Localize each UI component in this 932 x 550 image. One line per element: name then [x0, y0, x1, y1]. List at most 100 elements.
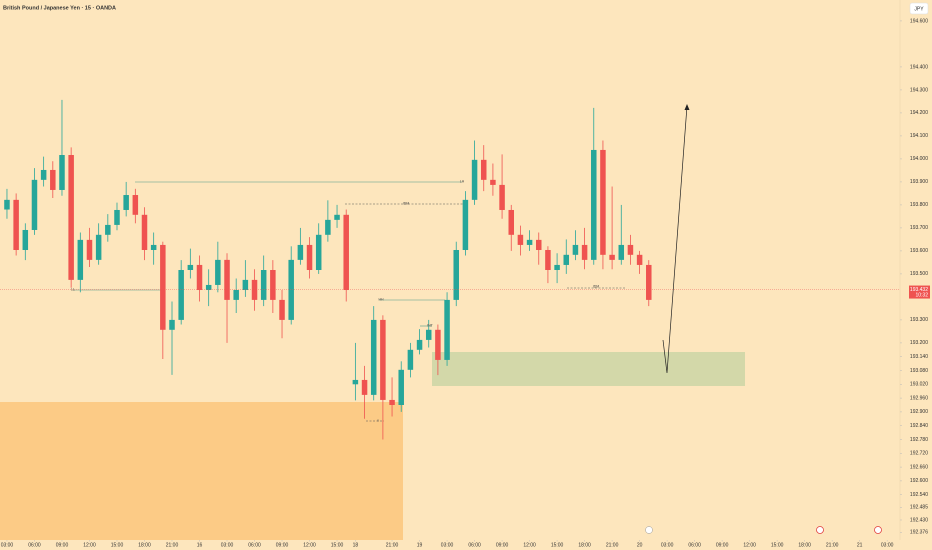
x-tick-label: 12:00: [303, 542, 316, 548]
y-tick-label: 192.780: [910, 437, 928, 443]
candle-body: [13, 199, 19, 250]
candle-body: [242, 279, 249, 291]
y-tick-label: 192.600: [910, 478, 928, 484]
candle-body: [453, 249, 459, 300]
candle-body: [425, 329, 432, 340]
structure-label: HH: [378, 297, 384, 301]
candle-body: [572, 244, 579, 255]
candle-body: [416, 339, 423, 350]
candle-body: [471, 159, 478, 200]
last-price-badge: [909, 285, 930, 299]
candle-body: [536, 239, 542, 250]
candle-body: [508, 209, 514, 235]
supply-zone: [0, 402, 403, 540]
y-tick-label: 193.500: [910, 271, 928, 277]
candle-body: [618, 244, 625, 260]
candle-body: [123, 195, 129, 210]
candle-body: [306, 244, 313, 270]
x-tick-label: 21:00: [166, 542, 179, 548]
candle-body: [398, 369, 404, 405]
candle-body: [380, 319, 386, 400]
x-tick-label: 06:00: [688, 542, 701, 548]
y-tick-label: 194.600: [910, 18, 928, 24]
candle-body: [407, 349, 414, 370]
candle-body: [105, 224, 111, 235]
candle-body: [646, 264, 652, 300]
currency-badge: [909, 2, 929, 15]
x-tick-label: 18:00: [138, 542, 151, 548]
y-tick-label: 192.840: [910, 423, 928, 429]
candle-body: [4, 199, 10, 210]
candle-body: [169, 319, 175, 330]
x-tick-label: 09:00: [56, 542, 69, 548]
candle-body: [187, 264, 194, 270]
y-tick-label: 194.000: [910, 156, 928, 162]
candle-body: [591, 149, 597, 260]
x-tick-label: 09:00: [496, 542, 509, 548]
candle-body: [233, 290, 239, 300]
structure-label: INT: [427, 323, 434, 327]
candle-body: [600, 149, 606, 255]
y-tick-label: 192.540: [910, 492, 928, 498]
x-tick-label: 21: [857, 542, 863, 548]
x-tick-label: 15:00: [551, 542, 564, 548]
candle-body: [462, 199, 469, 250]
x-tick-label: 15:00: [331, 542, 344, 548]
x-tick-label: 03:00: [881, 542, 894, 548]
y-tick-label: 192.376: [910, 530, 928, 536]
demand-zone: [432, 352, 745, 386]
candle-body: [297, 244, 304, 260]
structure-lines: [73, 181, 625, 422]
candle-body: [609, 254, 615, 260]
x-tick-label: 18: [353, 542, 359, 548]
candle-body: [581, 244, 588, 260]
candle-body: [334, 214, 340, 220]
candle-body: [86, 239, 93, 260]
candle-body: [444, 299, 450, 360]
y-tick-label: 194.100: [910, 133, 928, 139]
candle-body: [370, 319, 377, 395]
candle-body: [389, 399, 395, 405]
candle-body: [251, 279, 258, 300]
structure-label: IDM: [593, 284, 600, 288]
candle-body: [141, 214, 148, 250]
x-tick-label: 09:00: [276, 542, 289, 548]
x-tick-label: 18:00: [798, 542, 811, 548]
structure-label: LH: [460, 179, 465, 183]
candle-body: [490, 179, 496, 185]
x-tick-label: 19: [417, 542, 423, 548]
x-tick-label: 06:00: [468, 542, 481, 548]
candle-body: [114, 209, 120, 225]
currency: JPY: [914, 6, 924, 12]
candle-body: [517, 234, 524, 245]
candle-body: [59, 155, 65, 190]
y-tick-label: 192.660: [910, 464, 928, 470]
x-tick-label: 09:00: [716, 542, 729, 548]
candle-body: [68, 155, 74, 280]
x-tick-label: 12:00: [743, 542, 756, 548]
candle-body: [215, 259, 221, 285]
y-tick-label: 192.960: [910, 395, 928, 401]
candle-body: [343, 214, 349, 291]
countdown: 10:32: [915, 292, 928, 298]
candle-body: [627, 244, 634, 255]
candle-body: [352, 379, 359, 385]
candle-body: [636, 254, 643, 265]
candle-body: [224, 259, 230, 300]
x-tick-label: 12:00: [523, 542, 536, 548]
candle-body: [196, 264, 203, 291]
y-tick-label: 193.300: [910, 317, 928, 323]
x-tick-label: 12:00: [83, 542, 96, 548]
chart-title: British Pound / Japanese Yen · 15 · OAND…: [3, 5, 116, 11]
candle-body: [325, 219, 331, 235]
x-tick-label: 16: [197, 542, 203, 548]
projection-arrow: [662, 105, 688, 374]
y-tick-label: 193.900: [910, 179, 928, 185]
x-tick-label: 03:00: [661, 542, 674, 548]
structure-label: IDM: [403, 201, 410, 205]
x-tick-label: 06:00: [28, 542, 41, 548]
candle-body: [563, 254, 570, 265]
y-tick-label: 194.400: [910, 64, 928, 70]
y-tick-label: 192.485: [910, 505, 928, 511]
candle-body: [270, 270, 276, 300]
